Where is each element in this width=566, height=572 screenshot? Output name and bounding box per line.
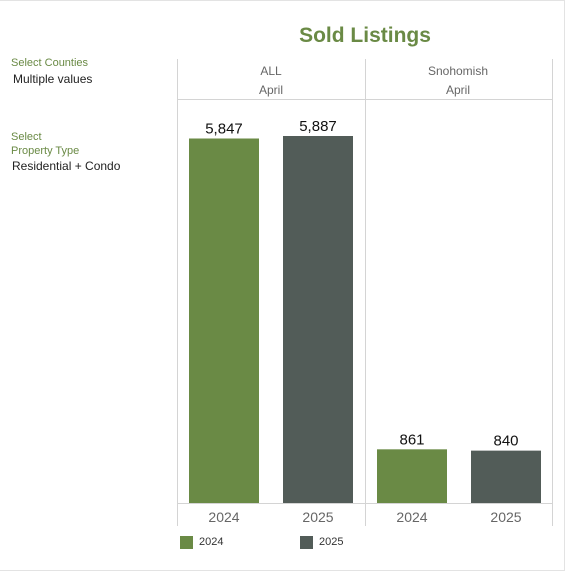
panel-snohomish-month: April <box>445 83 470 97</box>
counties-filter-label: Select Counties <box>11 57 89 69</box>
data-label-all-2025: 5,887 <box>299 118 337 135</box>
legend-swatch-2025 <box>300 536 313 549</box>
chart-title: Sold Listings <box>299 24 431 47</box>
panel-right-border <box>552 59 553 526</box>
property-type-filter-label-line2: Property Type <box>11 145 80 157</box>
bar-all-2024[interactable] <box>189 138 259 503</box>
x-axis-line <box>177 503 553 504</box>
legend-swatch-2024 <box>180 536 193 549</box>
x-tick-snohomish-2024: 2024 <box>396 509 427 525</box>
x-tick-all-2024: 2024 <box>208 509 239 525</box>
data-label-all-2024: 5,847 <box>205 120 243 137</box>
panel-snohomish-region: Snohomish <box>427 64 489 78</box>
legend-label-2024: 2024 <box>199 536 224 548</box>
panel-divider <box>365 59 366 526</box>
bar-snohomish-2025[interactable] <box>471 450 541 503</box>
panel-left-border <box>177 59 178 526</box>
x-tick-snohomish-2025: 2025 <box>490 509 521 525</box>
property-type-filter-value[interactable]: Residential + Condo <box>12 159 121 173</box>
bar-all-2025[interactable] <box>283 136 353 503</box>
panel-all-region: ALL <box>260 64 282 78</box>
header-divider <box>177 99 553 100</box>
data-label-snohomish-2024: 861 <box>399 431 424 448</box>
data-label-snohomish-2025: 840 <box>493 433 518 450</box>
bar-snohomish-2024[interactable] <box>377 449 447 503</box>
counties-filter-value[interactable]: Multiple values <box>13 72 93 86</box>
property-type-filter-label-line1: Select <box>11 131 42 143</box>
legend-label-2025: 2025 <box>319 536 344 548</box>
panel-all-month: April <box>258 83 283 97</box>
x-tick-all-2025: 2025 <box>302 509 333 525</box>
